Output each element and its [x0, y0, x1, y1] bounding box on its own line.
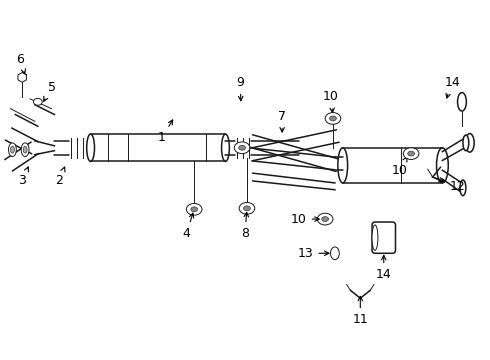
- Ellipse shape: [87, 134, 95, 161]
- Text: 9: 9: [236, 76, 244, 101]
- Ellipse shape: [318, 213, 333, 225]
- Text: 12: 12: [435, 177, 466, 193]
- Ellipse shape: [8, 143, 16, 157]
- Ellipse shape: [437, 148, 448, 183]
- Ellipse shape: [325, 113, 341, 124]
- Ellipse shape: [191, 207, 197, 212]
- Text: 1: 1: [158, 120, 172, 144]
- Ellipse shape: [244, 206, 250, 211]
- Text: 8: 8: [241, 212, 249, 240]
- Text: 11: 11: [352, 296, 368, 326]
- Ellipse shape: [408, 151, 415, 156]
- Text: 2: 2: [55, 167, 65, 186]
- Ellipse shape: [463, 135, 469, 151]
- Text: 10: 10: [392, 157, 407, 177]
- Ellipse shape: [372, 225, 378, 250]
- Ellipse shape: [322, 217, 329, 221]
- Ellipse shape: [466, 134, 474, 152]
- FancyBboxPatch shape: [372, 222, 395, 253]
- Ellipse shape: [331, 247, 339, 260]
- Text: 7: 7: [278, 110, 286, 132]
- Ellipse shape: [33, 98, 42, 105]
- Text: 5: 5: [44, 81, 55, 101]
- Ellipse shape: [10, 146, 14, 153]
- Text: 6: 6: [16, 53, 25, 73]
- Text: 13: 13: [298, 247, 329, 260]
- Ellipse shape: [460, 180, 466, 195]
- Ellipse shape: [330, 116, 336, 121]
- Ellipse shape: [186, 203, 202, 215]
- Ellipse shape: [21, 143, 29, 157]
- Text: 10: 10: [323, 90, 339, 112]
- Ellipse shape: [234, 142, 250, 154]
- Text: 14: 14: [444, 76, 460, 98]
- Ellipse shape: [403, 148, 419, 159]
- Text: 10: 10: [291, 213, 319, 226]
- Ellipse shape: [458, 93, 466, 111]
- Ellipse shape: [338, 148, 347, 183]
- Text: 4: 4: [182, 213, 194, 240]
- Ellipse shape: [239, 202, 255, 214]
- Text: 14: 14: [376, 255, 392, 281]
- Ellipse shape: [221, 134, 229, 161]
- Text: 3: 3: [18, 167, 28, 186]
- Ellipse shape: [23, 146, 27, 153]
- Ellipse shape: [239, 145, 245, 150]
